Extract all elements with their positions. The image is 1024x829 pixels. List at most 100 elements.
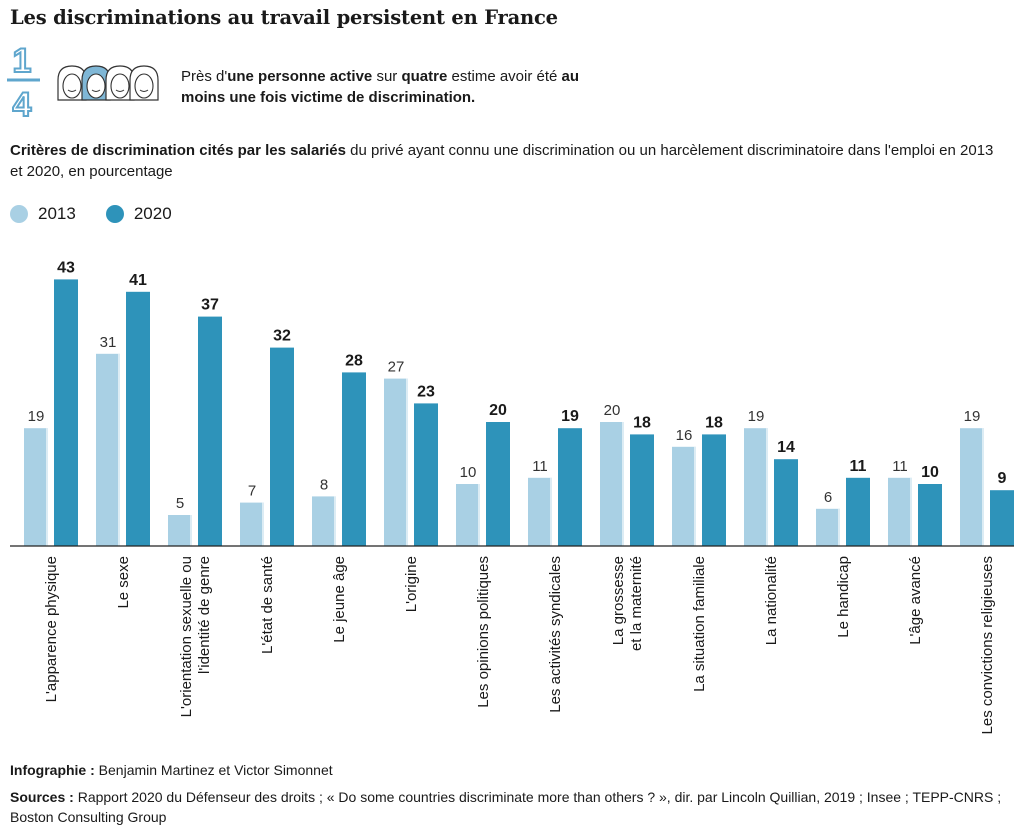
data-label-2020: 20: [489, 402, 507, 419]
category-label: Les opinions politiques: [475, 556, 492, 708]
bar-2013-highlight: [262, 502, 264, 546]
bar-2013: [960, 428, 984, 546]
bar-2020: [486, 422, 510, 546]
category-label: L'état de santé: [259, 556, 276, 654]
category-label: La nationalité: [763, 556, 780, 645]
category-label-line: Le sexe: [115, 556, 132, 609]
data-label-2013: 6: [824, 489, 832, 506]
data-label-2013: 19: [964, 408, 981, 425]
legend-item-2013: 2013: [10, 204, 76, 224]
category-label-line: La nationalité: [763, 556, 780, 645]
category-label-line: Les convictions religieuses: [979, 556, 996, 734]
bar-2013-highlight: [910, 477, 912, 546]
bar-2013: [384, 378, 408, 546]
category-label: L'origine: [403, 556, 420, 612]
intro-text: Près d'une personne active sur quatre es…: [181, 68, 580, 106]
bar-2020: [702, 434, 726, 546]
category-label: Les activités syndicales: [547, 556, 564, 713]
data-label-2013: 19: [748, 408, 765, 425]
category-label-line: Les activités syndicales: [547, 556, 564, 713]
four-people-icon: [57, 65, 159, 101]
bar-2020: [846, 477, 870, 546]
data-label-2020: 23: [417, 383, 435, 400]
bar-2013: [816, 508, 840, 546]
bar-2013: [24, 428, 48, 546]
bar-2013: [528, 477, 552, 546]
bar-2020: [990, 490, 1014, 546]
chart-title: Les discriminations au travail persisten…: [10, 6, 558, 29]
category-label-line: L'état de santé: [259, 556, 276, 654]
bar-2020: [342, 372, 366, 546]
bar-2020: [126, 291, 150, 546]
bar-2013-highlight: [766, 428, 768, 546]
category-label-line: et la maternité: [628, 556, 645, 651]
bar-2013: [168, 515, 192, 546]
data-label-2013: 11: [892, 458, 908, 475]
legend-item-2020: 2020: [105, 204, 172, 224]
category-label: Le sexe: [115, 556, 132, 609]
data-label-2013: 7: [248, 483, 256, 500]
category-label-line: La situation familiale: [691, 556, 708, 692]
category-label-line: La grossesse: [610, 556, 627, 645]
bar-2020: [414, 403, 438, 546]
bar-2013: [600, 422, 624, 546]
bar-2020: [270, 347, 294, 546]
bar-2013: [96, 353, 120, 546]
category-label-line: L'apparence physique: [43, 556, 60, 702]
category-label-line: L'âge avancé: [907, 556, 924, 645]
data-label-2020: 14: [777, 439, 795, 456]
bar-2013-highlight: [334, 496, 336, 546]
bar-2013-highlight: [838, 508, 840, 546]
category-label: La grossesseet la maternité: [610, 556, 645, 651]
legend-swatch-2020: [105, 205, 124, 223]
data-label-2020: 32: [273, 328, 291, 345]
data-label-2013: 27: [388, 359, 405, 376]
bar-2013-highlight: [622, 422, 624, 546]
bar-2013: [744, 428, 768, 546]
bar-2013: [672, 446, 696, 546]
data-label-2013: 10: [460, 464, 477, 481]
bar-chart: 19 43 L'apparence physique 31 41 Le sexe 5 37 L'…: [10, 259, 1014, 734]
data-label-2013: 20: [604, 402, 621, 419]
bar-2013-highlight: [190, 515, 192, 546]
bar-2013-highlight: [982, 428, 984, 546]
category-label-line: Le handicap: [835, 556, 852, 638]
category-label: Les convictions religieuses: [979, 556, 996, 734]
bar-2020: [198, 316, 222, 546]
data-label-2013: 8: [320, 476, 328, 493]
category-label-line: L'origine: [403, 556, 420, 612]
chart-subtitle: Critères de discrimination cités par les…: [10, 142, 994, 180]
bar-2013: [888, 477, 912, 546]
category-label-line: l'identité de genre: [196, 556, 213, 674]
data-label-2013: 11: [532, 458, 548, 475]
category-label-line: L'orientation sexuelle ou: [178, 556, 195, 717]
legend-label-2013: 2013: [38, 204, 76, 223]
legend-label-2020: 2020: [133, 204, 172, 223]
fraction-denominator: 4: [13, 86, 32, 120]
data-label-2020: 19: [561, 408, 579, 425]
sources-line: Sources : Rapport 2020 du Défenseur des …: [10, 789, 1002, 825]
data-label-2020: 11: [850, 458, 867, 475]
data-label-2020: 18: [633, 414, 651, 431]
category-label: L'orientation sexuelle oul'identité de g…: [178, 556, 213, 717]
category-label: Le handicap: [835, 556, 852, 638]
legend-swatch-2013: [10, 205, 28, 223]
data-label-2013: 19: [28, 408, 45, 425]
bar-2013-highlight: [694, 446, 696, 546]
category-label-line: Les opinions politiques: [475, 556, 492, 708]
fraction-numerator: 1: [13, 42, 32, 80]
bar-2013-highlight: [478, 484, 480, 546]
data-label-2020: 41: [129, 272, 147, 289]
bar-2013-highlight: [46, 428, 48, 546]
category-label: L'apparence physique: [43, 556, 60, 702]
category-label: L'âge avancé: [907, 556, 924, 645]
data-label-2013: 31: [100, 334, 117, 351]
data-label-2020: 18: [705, 414, 723, 431]
data-label-2013: 16: [676, 427, 693, 444]
category-label-line: Le jeune âge: [331, 556, 348, 643]
category-label: La situation familiale: [691, 556, 708, 692]
one-quarter-fraction-icon: 1 4: [7, 41, 40, 120]
category-label: Le jeune âge: [331, 556, 348, 643]
data-label-2020: 9: [998, 470, 1007, 487]
bar-2020: [558, 428, 582, 546]
